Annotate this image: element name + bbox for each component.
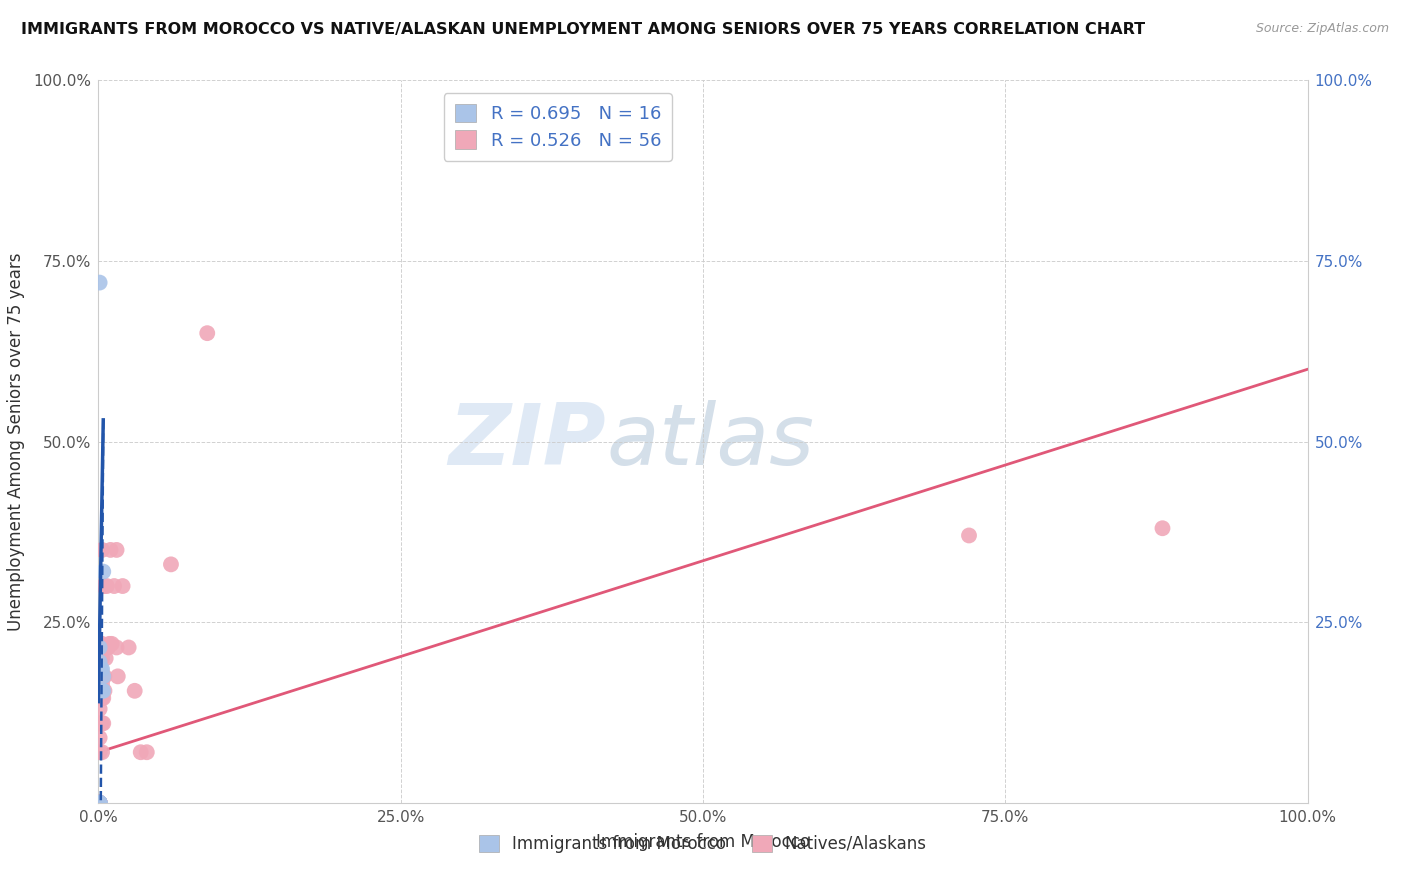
Point xyxy=(91,565,114,579)
Point xyxy=(91,579,114,593)
Point xyxy=(96,640,118,655)
Text: atlas: atlas xyxy=(606,400,814,483)
Point xyxy=(118,640,141,655)
Point xyxy=(96,579,118,593)
Point xyxy=(89,796,111,810)
Point xyxy=(89,683,111,698)
Point xyxy=(91,745,114,759)
Point xyxy=(89,796,111,810)
Point xyxy=(129,745,152,759)
Point xyxy=(124,683,146,698)
Point xyxy=(103,579,125,593)
Point xyxy=(89,796,111,810)
Point xyxy=(93,579,115,593)
Point xyxy=(89,796,111,810)
Point xyxy=(89,702,111,716)
Point xyxy=(100,542,122,557)
Point xyxy=(89,796,111,810)
Point xyxy=(91,691,114,706)
Point xyxy=(89,796,111,810)
Point xyxy=(91,683,114,698)
Text: Source: ZipAtlas.com: Source: ZipAtlas.com xyxy=(1256,22,1389,36)
Point xyxy=(98,637,121,651)
Point xyxy=(111,579,134,593)
Point xyxy=(89,731,111,745)
Point xyxy=(93,683,115,698)
Point xyxy=(89,745,111,759)
Point xyxy=(93,640,115,655)
Point xyxy=(90,640,112,655)
Point xyxy=(89,796,111,810)
Legend: Immigrants from Morocco, Natives/Alaskans: Immigrants from Morocco, Natives/Alaskan… xyxy=(472,828,934,860)
Point xyxy=(90,683,112,698)
Point xyxy=(89,683,111,698)
Y-axis label: Unemployment Among Seniors over 75 years: Unemployment Among Seniors over 75 years xyxy=(7,252,25,631)
X-axis label: Immigrants from Morocco: Immigrants from Morocco xyxy=(596,833,810,851)
Point xyxy=(89,796,111,810)
Point xyxy=(93,669,115,683)
Point xyxy=(91,542,114,557)
Point xyxy=(91,716,114,731)
Point xyxy=(195,326,218,340)
Point xyxy=(105,640,128,655)
Point xyxy=(89,640,111,655)
Point xyxy=(89,796,111,810)
Point xyxy=(89,276,111,290)
Point xyxy=(90,651,112,665)
Point xyxy=(100,637,122,651)
Point xyxy=(89,796,111,810)
Point xyxy=(90,669,112,683)
Point xyxy=(91,637,114,651)
Point xyxy=(91,676,114,690)
Point xyxy=(1152,521,1174,535)
Point xyxy=(91,669,114,683)
Point xyxy=(91,683,114,698)
Point xyxy=(107,669,129,683)
Point xyxy=(89,655,111,669)
Point xyxy=(94,651,117,665)
Text: IMMIGRANTS FROM MOROCCO VS NATIVE/ALASKAN UNEMPLOYMENT AMONG SENIORS OVER 75 YEA: IMMIGRANTS FROM MOROCCO VS NATIVE/ALASKA… xyxy=(21,22,1146,37)
Point xyxy=(89,796,111,810)
Point xyxy=(90,683,112,698)
Point xyxy=(91,716,114,731)
Point xyxy=(89,716,111,731)
Point xyxy=(89,669,111,683)
Point xyxy=(135,745,157,759)
Point xyxy=(97,640,120,655)
Point xyxy=(91,651,114,665)
Point xyxy=(90,662,112,676)
Point xyxy=(160,558,183,572)
Point xyxy=(91,669,114,683)
Point xyxy=(957,528,980,542)
Point xyxy=(89,680,111,694)
Point xyxy=(89,796,111,810)
Point xyxy=(91,691,114,706)
Point xyxy=(91,662,114,676)
Point xyxy=(89,796,111,810)
Text: ZIP: ZIP xyxy=(449,400,606,483)
Point xyxy=(89,796,111,810)
Point xyxy=(89,796,111,810)
Point xyxy=(105,542,128,557)
